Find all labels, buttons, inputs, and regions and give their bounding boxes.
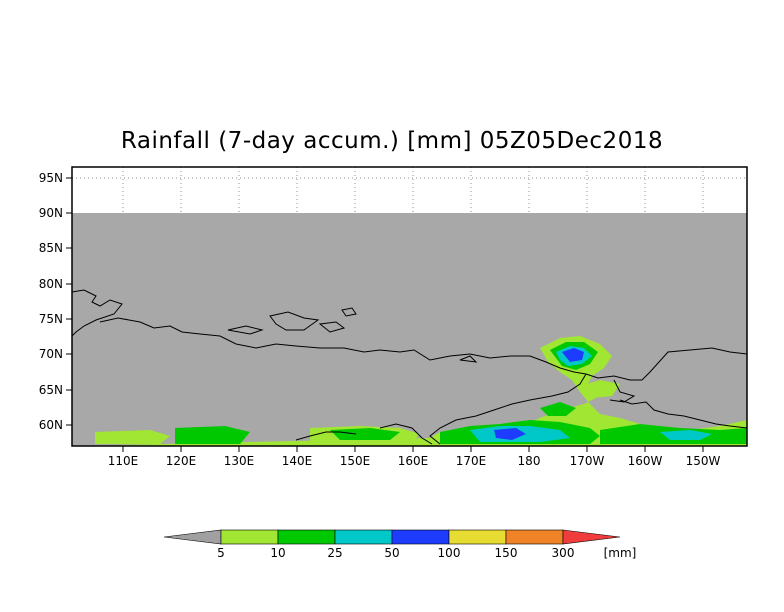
coastlines <box>71 289 748 445</box>
lat-label: 65N <box>39 383 63 397</box>
lon-label: 170W <box>570 454 605 468</box>
lat-label: 95N <box>39 171 63 185</box>
lon-label: 180 <box>518 454 541 468</box>
colorbar-segment <box>448 529 507 545</box>
rainfall-field <box>72 336 747 446</box>
colorbar-segment <box>505 529 564 545</box>
longitude-labels: 110E 120E 130E 140E 150E 160E 170E 180 1… <box>108 454 721 468</box>
colorbar-label: 50 <box>384 546 399 560</box>
colorbar-over-arrow <box>562 529 621 545</box>
lat-label: 70N <box>39 347 63 361</box>
colorbar-under-arrow <box>163 529 222 545</box>
no-data-region <box>72 167 747 213</box>
lat-label: 80N <box>39 277 63 291</box>
colorbar-label: 300 <box>552 546 575 560</box>
map-title: Rainfall (7-day accum.) [mm] 05Z05Dec201… <box>120 128 664 154</box>
colorbar-label: 10 <box>270 546 285 560</box>
colorbar-segment <box>334 529 393 545</box>
lon-label: 150E <box>340 454 371 468</box>
gray-field <box>72 213 747 446</box>
colorbar-label: 150 <box>495 546 518 560</box>
lon-label: 150W <box>686 454 721 468</box>
colorbar-label: 25 <box>327 546 342 560</box>
lon-label: 170E <box>456 454 487 468</box>
colorbar-segment <box>277 529 336 545</box>
gridlines <box>72 167 747 213</box>
lat-label: 60N <box>39 418 63 432</box>
colorbar-segment <box>220 529 279 545</box>
map-frame <box>71 166 748 447</box>
map-area <box>71 166 748 447</box>
lon-label: 160W <box>628 454 663 468</box>
lat-label: 85N <box>39 241 63 255</box>
lon-label: 120E <box>166 454 197 468</box>
axis-ticks <box>66 177 704 452</box>
lon-label: 140E <box>282 454 313 468</box>
lon-label: 160E <box>398 454 429 468</box>
colorbar-label: 5 <box>217 546 225 560</box>
colorbar-label: 100 <box>438 546 461 560</box>
latitude-labels: 95N 90N 85N 80N 75N 70N 65N 60N <box>39 171 63 432</box>
colorbar: 5 10 25 50 100 150 300 [mm] <box>163 529 637 560</box>
lon-label: 110E <box>108 454 139 468</box>
colorbar-segment <box>391 529 450 545</box>
lat-label: 90N <box>39 206 63 220</box>
lat-label: 75N <box>39 312 63 326</box>
lon-label: 130E <box>224 454 255 468</box>
colorbar-unit: [mm] <box>604 546 637 560</box>
